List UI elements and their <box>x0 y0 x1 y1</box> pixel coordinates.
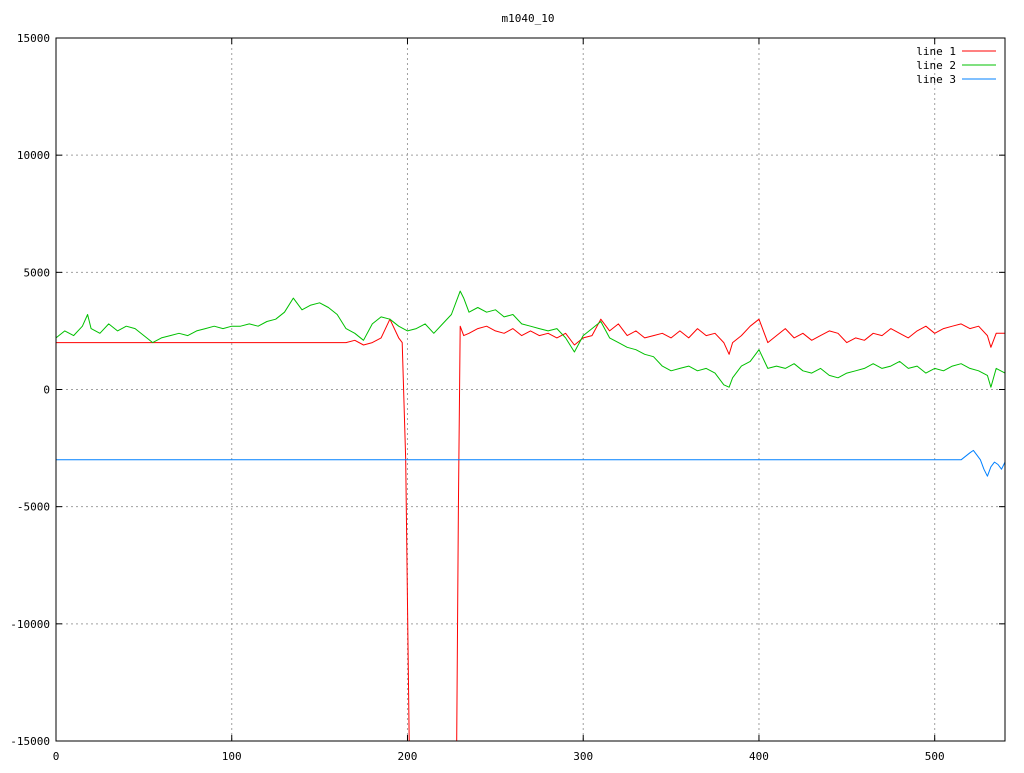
y-tick-label: -15000 <box>10 735 50 748</box>
y-tick-label: -5000 <box>17 501 50 514</box>
series-line-3 <box>56 449 1006 477</box>
x-tick-label: 500 <box>925 750 945 763</box>
x-tick-label: 100 <box>222 750 242 763</box>
y-tick-label: 0 <box>43 384 50 397</box>
grid-layer <box>56 38 1005 741</box>
legend-label: line 2 <box>916 59 956 72</box>
series-line-2 <box>55 290 1006 388</box>
series-line-1 <box>56 318 1005 742</box>
chart-title: m1040_10 <box>502 12 555 25</box>
y-tick-label: -10000 <box>10 618 50 631</box>
x-tick-label: 200 <box>398 750 418 763</box>
y-tick-label: 5000 <box>24 266 51 279</box>
x-tick-label: 400 <box>749 750 769 763</box>
legend-label: line 3 <box>916 73 956 86</box>
x-tick-label: 0 <box>53 750 60 763</box>
x-tick-label: 300 <box>573 750 593 763</box>
legend-label: line 1 <box>916 45 956 58</box>
series-layer <box>55 290 1006 742</box>
y-tick-label: 10000 <box>17 149 50 162</box>
y-tick-label: 15000 <box>17 32 50 45</box>
